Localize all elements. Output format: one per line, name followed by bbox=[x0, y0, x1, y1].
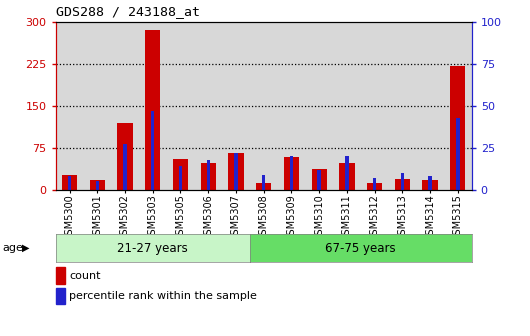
Bar bbox=[145, 30, 161, 190]
Bar bbox=[256, 183, 271, 190]
Text: count: count bbox=[69, 270, 101, 281]
Bar bbox=[339, 163, 355, 190]
Text: age: age bbox=[3, 243, 23, 253]
Text: 21-27 years: 21-27 years bbox=[117, 242, 188, 255]
Bar bbox=[401, 173, 404, 190]
Bar bbox=[56, 288, 65, 304]
Bar bbox=[151, 111, 154, 190]
Bar bbox=[173, 159, 188, 190]
Bar bbox=[207, 160, 210, 190]
Bar bbox=[395, 179, 410, 190]
Text: 67-75 years: 67-75 years bbox=[325, 242, 396, 255]
Bar bbox=[284, 157, 299, 190]
Bar bbox=[179, 166, 182, 190]
Bar bbox=[262, 175, 266, 190]
Bar bbox=[312, 169, 327, 190]
Bar bbox=[228, 154, 244, 190]
Bar bbox=[290, 156, 293, 190]
Text: ▶: ▶ bbox=[22, 243, 30, 253]
Bar bbox=[117, 123, 132, 190]
Bar bbox=[68, 176, 71, 190]
Bar bbox=[367, 183, 382, 190]
Text: GDS288 / 243188_at: GDS288 / 243188_at bbox=[56, 5, 200, 18]
Bar bbox=[56, 267, 65, 284]
Bar bbox=[123, 144, 127, 190]
Text: percentile rank within the sample: percentile rank within the sample bbox=[69, 291, 257, 301]
Bar bbox=[428, 176, 432, 190]
Bar bbox=[450, 66, 465, 190]
Bar bbox=[373, 178, 376, 190]
Bar bbox=[234, 153, 237, 190]
Bar bbox=[200, 163, 216, 190]
Bar bbox=[62, 175, 77, 190]
Bar bbox=[422, 180, 438, 190]
Bar bbox=[95, 181, 99, 190]
Bar bbox=[317, 170, 321, 190]
Bar bbox=[345, 156, 349, 190]
Bar bbox=[456, 118, 460, 190]
Bar bbox=[90, 180, 105, 190]
